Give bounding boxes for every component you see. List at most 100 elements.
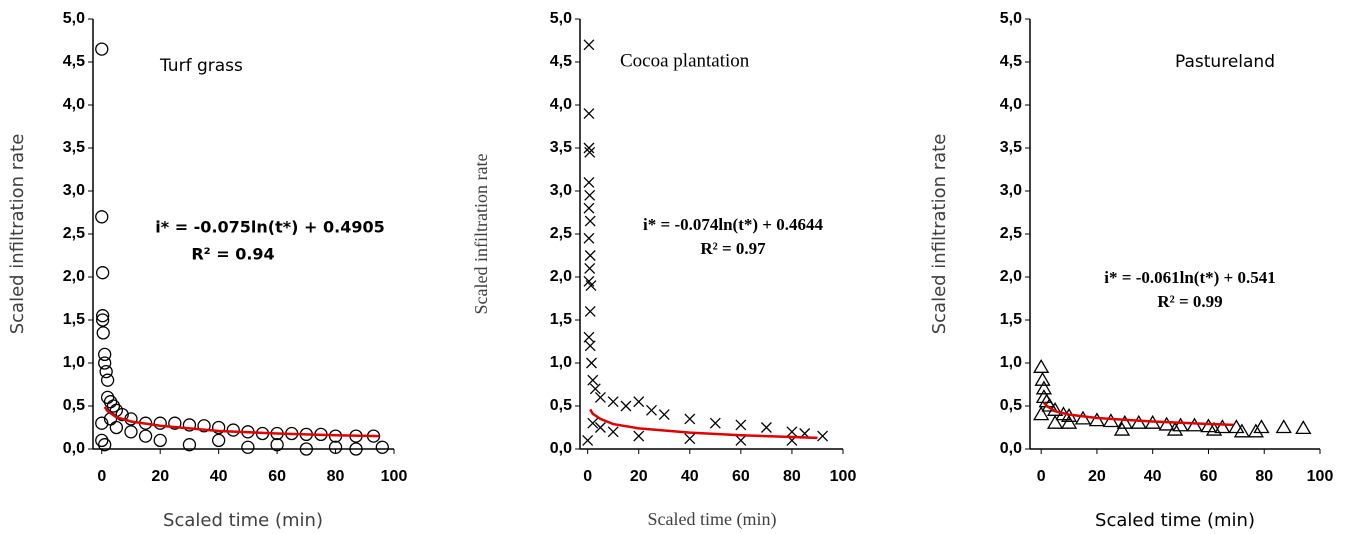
data-point [1088,412,1106,427]
data-point [138,429,153,443]
data-point [1102,413,1120,428]
y-tick-label: 5,0 [63,10,85,27]
data-point [684,433,696,445]
panel-title: Pastureland [1175,52,1275,72]
data-point [583,202,595,214]
data-point [1060,414,1078,429]
y-tick-label: 1,0 [1000,354,1022,371]
data-point [100,390,115,405]
y-tick-label: 4,0 [63,96,85,113]
y-tick-label: 0,0 [1000,440,1022,457]
r-squared: R² = 0.99 [1157,292,1222,311]
data-point [212,433,226,448]
data-point [735,419,747,431]
data-point [709,417,721,429]
y-axis-label: Scaled infiltration rate [7,134,28,335]
y-tick-label: 5,0 [1000,10,1022,27]
data-point [584,250,596,261]
r-squared: R² = 0.94 [191,245,274,264]
y-tick-label: 4,5 [63,53,85,70]
fit-line [589,408,818,440]
x-axis-label: Scaled time (min) [648,509,777,530]
data-point [1033,359,1050,373]
data-point [270,438,284,452]
y-tick-label: 2,5 [550,225,572,242]
data-point [633,430,645,442]
fit-line [1042,401,1234,427]
y-tick-label: 2,5 [63,225,85,242]
x-tick-label: 0 [1037,468,1046,485]
data-point [197,419,211,433]
x-tick-label: 80 [1255,468,1273,485]
data-point [620,400,632,412]
x-tick-label: 60 [732,468,750,485]
data-point [586,357,597,369]
data-point [1158,416,1175,431]
x-tick-label: 100 [830,468,857,485]
y-tick-label: 3,5 [550,139,572,156]
data-point [583,142,595,154]
x-tick-label: 100 [1307,468,1334,485]
y-tick-label: 3,0 [1000,182,1022,199]
y-tick-label: 1,5 [1000,311,1022,328]
data-point [96,326,110,340]
data-point [95,416,109,430]
y-tick-label: 3,5 [63,139,85,156]
data-point [589,383,601,395]
data-point [1200,418,1217,433]
data-point [115,407,129,422]
data-point [124,425,138,439]
x-tick-label: 40 [210,468,228,485]
data-point [1035,380,1053,395]
data-point [182,418,197,432]
data-point [100,373,115,387]
data-point [1253,419,1270,434]
data-point [1205,421,1223,436]
data-point [168,416,182,430]
data-point [583,275,595,287]
y-tick-label: 0,5 [63,397,85,414]
data-point [95,433,109,448]
y-tick-label: 2,0 [1000,268,1022,285]
y-tick-label: 1,0 [63,354,85,371]
data-point [1172,417,1189,432]
data-point [584,305,596,317]
data-point [95,266,110,280]
x-tick-label: 100 [381,468,408,485]
data-point [1113,421,1131,436]
x-tick-label: 20 [630,468,648,485]
data-point [182,438,197,452]
y-tick-label: 3,0 [63,182,85,199]
data-point [98,438,112,452]
panel-title: Cocoa plantation [620,50,750,71]
r-squared: R² = 0.97 [700,239,766,258]
data-point [587,374,599,386]
data-point [760,422,772,433]
data-point [607,426,619,438]
y-axis-label: Scaled infiltration rate [929,134,950,335]
data-point [587,417,599,429]
fit-equation: i* = -0.061ln(t*) + 0.541 [1104,268,1275,287]
data-point [99,364,113,379]
data-point [95,42,109,56]
data-point [1214,419,1231,434]
y-tick-label: 0,0 [63,440,85,457]
data-point [212,420,226,435]
fit-equation: i* = -0.075ln(t*) + 0.4905 [155,218,384,237]
data-point [583,232,595,244]
data-point [646,404,657,416]
data-point [583,176,595,188]
data-point [584,146,596,158]
fit-equation: i* = -0.074ln(t*) + 0.4644 [643,215,823,234]
data-point [349,442,363,456]
data-point [594,391,606,403]
y-tick-label: 5,0 [550,10,572,27]
data-point [735,434,747,446]
x-axis-label: Scaled time (min) [1095,510,1255,531]
x-tick-label: 40 [1144,468,1162,485]
data-point [594,422,606,433]
y-tick-label: 0,5 [1000,397,1022,414]
y-tick-label: 0,0 [550,440,572,457]
x-axis-label: Scaled time (min) [163,510,323,531]
data-point [95,309,110,323]
